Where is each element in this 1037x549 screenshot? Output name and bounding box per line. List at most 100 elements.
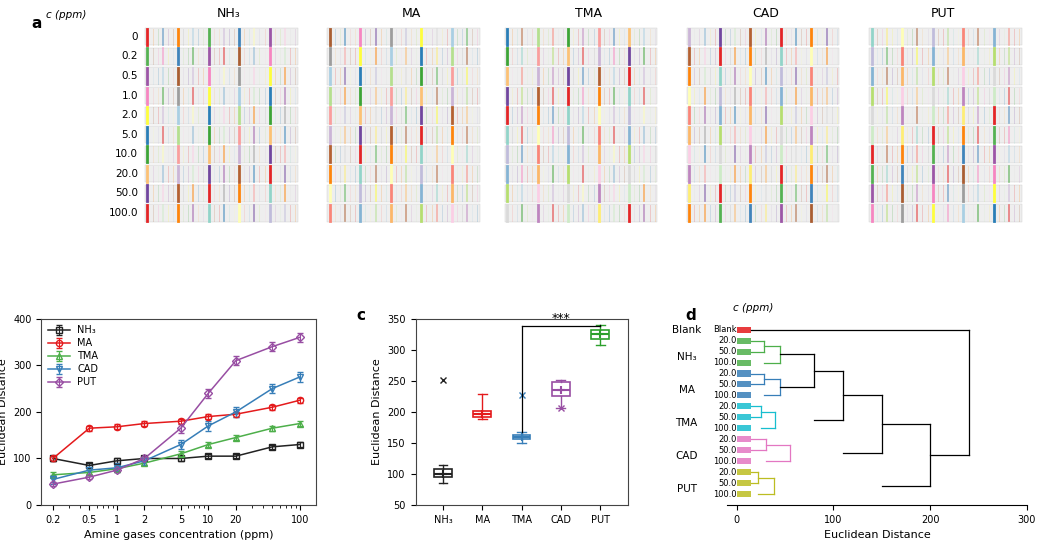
Bar	[504, 145, 657, 163]
Text: NH₃: NH₃	[677, 352, 697, 362]
Text: 20.0: 20.0	[718, 336, 736, 345]
Text: a: a	[32, 16, 43, 31]
Text: 50.0: 50.0	[718, 479, 736, 488]
Bar	[869, 126, 1021, 143]
Bar	[145, 165, 298, 182]
Text: 20.0: 20.0	[718, 402, 736, 411]
Bar	[145, 107, 298, 124]
Bar	[504, 48, 657, 65]
Bar	[686, 68, 840, 85]
Bar	[327, 185, 480, 202]
Text: 1.0: 1.0	[121, 91, 138, 100]
Bar	[686, 165, 840, 182]
Bar	[504, 185, 657, 202]
Bar	[327, 48, 480, 65]
Text: CAD: CAD	[675, 451, 698, 461]
Text: 100.0: 100.0	[712, 490, 736, 498]
Text: PUT: PUT	[930, 7, 955, 20]
Bar	[737, 327, 752, 333]
Bar	[145, 145, 298, 163]
Bar	[686, 145, 840, 163]
Bar	[737, 404, 752, 410]
Bar	[869, 204, 1021, 222]
Bar	[145, 48, 298, 65]
Y-axis label: Euclidean Distance: Euclidean Distance	[371, 358, 382, 465]
Bar	[504, 28, 657, 46]
Text: 50.0: 50.0	[718, 413, 736, 422]
Bar	[737, 371, 752, 377]
Bar	[145, 87, 298, 104]
Bar	[737, 491, 752, 497]
Text: TMA: TMA	[574, 7, 601, 20]
Text: 20.0: 20.0	[115, 169, 138, 179]
Text: d: d	[685, 307, 696, 322]
Text: 50.0: 50.0	[718, 380, 736, 389]
Bar	[686, 204, 840, 222]
X-axis label: Euclidean Distance: Euclidean Distance	[823, 530, 930, 540]
Text: 50.0: 50.0	[718, 446, 736, 455]
Y-axis label: Euclidean Distance: Euclidean Distance	[0, 358, 7, 465]
Bar	[686, 87, 840, 104]
Bar	[737, 425, 752, 432]
Bar	[869, 107, 1021, 124]
Bar	[504, 87, 657, 104]
Bar	[737, 458, 752, 464]
Bar	[327, 107, 480, 124]
Bar	[327, 87, 480, 104]
Text: 100.0: 100.0	[109, 208, 138, 218]
Text: TMA: TMA	[675, 418, 698, 428]
Text: 20.0: 20.0	[718, 369, 736, 378]
Bar	[737, 480, 752, 486]
Bar	[737, 393, 752, 399]
Text: 100.0: 100.0	[712, 391, 736, 400]
Text: 100.0: 100.0	[712, 457, 736, 466]
Bar	[686, 107, 840, 124]
Text: 50.0: 50.0	[718, 347, 736, 356]
Bar	[869, 48, 1021, 65]
Bar	[145, 204, 298, 222]
Text: 5.0: 5.0	[121, 130, 138, 139]
Bar	[737, 469, 752, 475]
Bar	[504, 126, 657, 143]
Bar	[737, 436, 752, 442]
Text: Blank: Blank	[712, 325, 736, 334]
Bar	[737, 382, 752, 388]
Text: CAD: CAD	[752, 7, 779, 20]
Bar	[327, 145, 480, 163]
Bar	[327, 204, 480, 222]
Text: 50.0: 50.0	[115, 188, 138, 198]
Bar	[145, 68, 298, 85]
Bar	[737, 447, 752, 453]
Bar	[145, 126, 298, 143]
Text: c: c	[356, 307, 365, 322]
Text: 0.2: 0.2	[121, 52, 138, 61]
Bar	[737, 360, 752, 366]
Bar	[737, 349, 752, 355]
Text: 0: 0	[132, 32, 138, 42]
Text: c (ppm): c (ppm)	[733, 303, 774, 313]
Text: MA: MA	[401, 7, 421, 20]
X-axis label: Amine gases concentration (ppm): Amine gases concentration (ppm)	[84, 530, 274, 540]
Text: 20.0: 20.0	[718, 468, 736, 477]
Bar	[504, 107, 657, 124]
Text: 20.0: 20.0	[718, 435, 736, 444]
Text: 10.0: 10.0	[115, 149, 138, 159]
Bar	[737, 338, 752, 344]
Bar	[327, 28, 480, 46]
Bar	[869, 87, 1021, 104]
Bar	[145, 185, 298, 202]
Text: MA: MA	[678, 385, 695, 395]
Bar	[869, 68, 1021, 85]
Text: 0.5: 0.5	[121, 71, 138, 81]
Bar	[327, 126, 480, 143]
Bar	[869, 28, 1021, 46]
Bar	[686, 28, 840, 46]
Bar	[869, 185, 1021, 202]
Bar	[145, 28, 298, 46]
Bar	[327, 165, 480, 182]
Bar	[504, 204, 657, 222]
Bar	[869, 165, 1021, 182]
Text: 100.0: 100.0	[712, 358, 736, 367]
Text: 100.0: 100.0	[712, 424, 736, 433]
Text: NH₃: NH₃	[217, 7, 241, 20]
